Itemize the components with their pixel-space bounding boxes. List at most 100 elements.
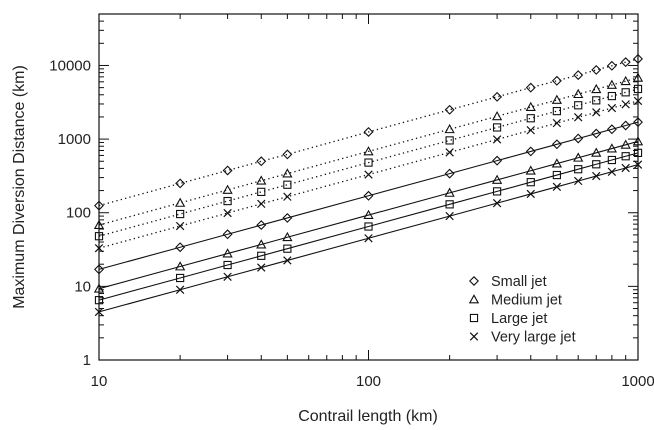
legend-marker (469, 332, 479, 341)
data-point-3-8 (526, 126, 535, 135)
data-point-7-12 (607, 167, 617, 176)
data-point-7-1 (175, 285, 185, 294)
data-point-0-10 (573, 70, 584, 81)
data-point-1-8 (525, 101, 536, 112)
x-tick-label: 100 (356, 373, 381, 390)
data-point-6-7 (492, 187, 502, 196)
data-point-2-12 (607, 91, 617, 101)
y-tick-label: 1000 (58, 131, 91, 148)
data-point-1-13 (620, 75, 631, 86)
data-point-4-11 (591, 128, 602, 139)
data-point-4-12 (606, 124, 617, 135)
data-point-0-13 (620, 57, 631, 68)
series-line-6 (98, 152, 639, 301)
data-point-7-6 (445, 211, 454, 221)
legend-marker (469, 313, 479, 323)
data-point-6-2 (223, 260, 232, 270)
data-point-0-3 (256, 156, 267, 167)
data-point-1-5 (363, 146, 374, 156)
data-point-7-7 (492, 198, 502, 208)
data-point-1-6 (444, 123, 455, 134)
axes (98, 13, 639, 361)
data-point-4-4 (282, 212, 293, 223)
data-point-3-2 (223, 208, 232, 218)
data-point-5-7 (491, 174, 503, 184)
data-point-3-1 (175, 221, 185, 231)
data-point-0-1 (175, 178, 186, 189)
y-tick-label: 10 (74, 278, 91, 295)
data-point-3-7 (492, 135, 502, 144)
data-point-5-10 (573, 152, 584, 162)
data-point-4-1 (175, 242, 186, 253)
data-point-7-10 (574, 176, 583, 186)
data-point-4-13 (620, 120, 631, 131)
series-line-4 (98, 121, 639, 270)
data-point-3-10 (574, 113, 583, 122)
legend-marker (468, 294, 480, 304)
series-lines (98, 58, 639, 313)
series-line-2 (98, 88, 639, 237)
data-point-7-5 (364, 234, 373, 243)
data-point-6-8 (526, 178, 535, 187)
data-point-7-2 (223, 272, 232, 281)
data-point-2-11 (592, 96, 601, 105)
data-point-0-12 (606, 60, 617, 71)
data-point-4-10 (573, 133, 584, 144)
data-point-4-6 (444, 168, 455, 179)
data-point-5-3 (256, 239, 267, 249)
data-point-0-7 (492, 91, 503, 102)
data-point-5-9 (551, 158, 563, 168)
data-point-0-2 (222, 165, 233, 176)
data-point-5-1 (174, 261, 186, 271)
data-point-3-4 (283, 192, 292, 201)
data-point-4-2 (222, 229, 233, 240)
data-point-6-3 (257, 251, 266, 260)
y-tick-label: 1 (83, 352, 91, 369)
data-point-7-13 (621, 163, 630, 173)
data-point-2-7 (492, 123, 502, 132)
x-tick-label: 1000 (621, 373, 654, 390)
data-point-1-11 (591, 83, 602, 94)
data-point-3-6 (445, 148, 454, 157)
series-line-1 (98, 77, 639, 226)
data-point-2-13 (621, 88, 630, 97)
data-point-7-9 (552, 182, 562, 192)
data-point-5-6 (444, 187, 455, 197)
data-point-4-9 (551, 139, 562, 150)
data-point-4-3 (256, 220, 267, 231)
data-point-4-8 (525, 146, 536, 157)
data-point-2-6 (445, 136, 454, 145)
data-point-2-3 (257, 187, 266, 196)
data-point-4-7 (492, 155, 503, 166)
data-point-1-12 (606, 79, 618, 89)
data-point-1-3 (256, 175, 267, 185)
y-tick-label: 10000 (49, 57, 91, 74)
data-point-6-4 (283, 244, 292, 253)
data-point-3-9 (552, 118, 562, 128)
series-line-0 (98, 58, 639, 207)
data-point-0-9 (551, 75, 562, 86)
legend-marker (469, 276, 479, 286)
series-markers (93, 53, 644, 317)
data-point-7-4 (283, 256, 292, 265)
data-point-6-11 (592, 160, 601, 169)
data-point-2-8 (526, 114, 535, 123)
legend-label: Medium jet (491, 293, 562, 309)
data-point-6-13 (621, 152, 630, 161)
data-point-1-9 (551, 94, 563, 104)
data-point-2-1 (176, 209, 185, 219)
data-point-5-8 (525, 165, 536, 175)
data-point-0-5 (363, 126, 374, 137)
legend-label: Very large jet (491, 330, 576, 346)
legend-label: Large jet (491, 311, 547, 327)
data-point-5-13 (620, 139, 631, 149)
data-point-2-9 (552, 106, 561, 116)
data-point-2-2 (223, 196, 232, 206)
legend-label: Small jet (491, 274, 547, 290)
data-point-0-4 (282, 149, 293, 160)
data-point-5-4 (282, 231, 293, 242)
data-point-5-12 (606, 143, 618, 153)
data-point-6-5 (364, 222, 373, 231)
